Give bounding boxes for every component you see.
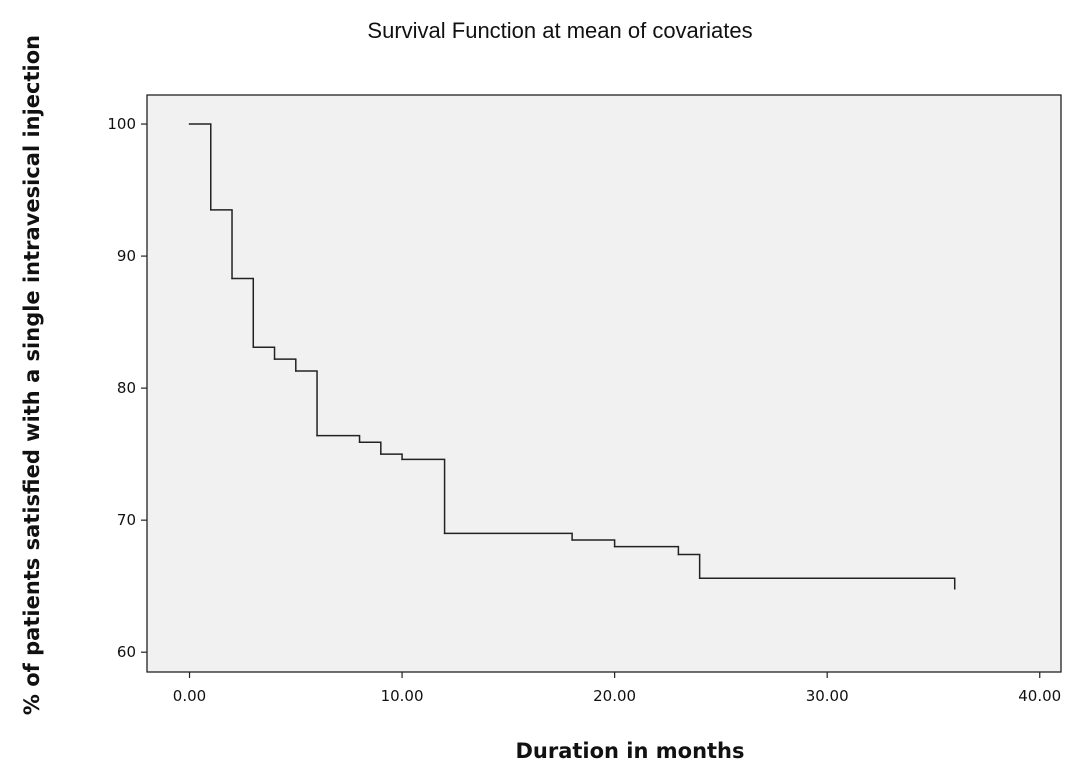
step-point bbox=[380, 453, 382, 455]
step-point bbox=[401, 458, 403, 461]
y-tick-label: 100 bbox=[107, 115, 136, 133]
step-point bbox=[231, 277, 233, 280]
y-axis-label: % of patients satisfied with a single in… bbox=[20, 35, 44, 715]
step-point bbox=[316, 434, 318, 437]
step-point bbox=[698, 577, 701, 580]
step-point bbox=[273, 358, 276, 360]
step-point bbox=[188, 123, 191, 125]
step-point bbox=[953, 588, 956, 590]
step-point bbox=[209, 209, 212, 211]
x-axis-label: Duration in months bbox=[515, 739, 744, 763]
step-point bbox=[358, 441, 361, 444]
survival-step-line bbox=[189, 123, 956, 589]
y-tick-label: 90 bbox=[117, 247, 136, 265]
step-point bbox=[613, 545, 616, 548]
x-axis: 0.00 10.00 20.00 30.00 40.00 bbox=[173, 672, 1061, 705]
y-tick-label: 60 bbox=[117, 643, 136, 661]
step-point bbox=[571, 539, 573, 541]
x-tick-label: 40.00 bbox=[1018, 687, 1061, 705]
step-point bbox=[252, 346, 255, 348]
x-tick-label: 20.00 bbox=[593, 687, 636, 705]
step-point bbox=[677, 553, 680, 556]
y-axis: 60 70 80 90 100 bbox=[107, 115, 147, 661]
x-tick-label: 30.00 bbox=[806, 687, 849, 705]
y-tick-label: 80 bbox=[117, 379, 136, 397]
series-layer bbox=[188, 123, 956, 590]
x-tick-label: 0.00 bbox=[173, 687, 206, 705]
y-tick-label: 70 bbox=[117, 511, 136, 529]
step-point bbox=[443, 532, 446, 535]
chart-title: Survival Function at mean of covariates bbox=[367, 18, 752, 43]
x-tick-label: 10.00 bbox=[381, 687, 424, 705]
plot-area bbox=[146, 94, 1062, 673]
step-point bbox=[294, 370, 297, 372]
